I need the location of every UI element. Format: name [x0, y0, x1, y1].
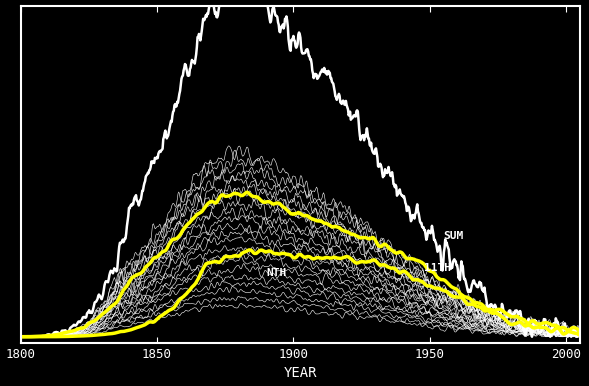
X-axis label: YEAR: YEAR [283, 366, 317, 381]
Text: SUM: SUM [444, 231, 464, 241]
Text: 11TH: 11TH [424, 263, 451, 273]
Text: NTH: NTH [266, 268, 286, 278]
